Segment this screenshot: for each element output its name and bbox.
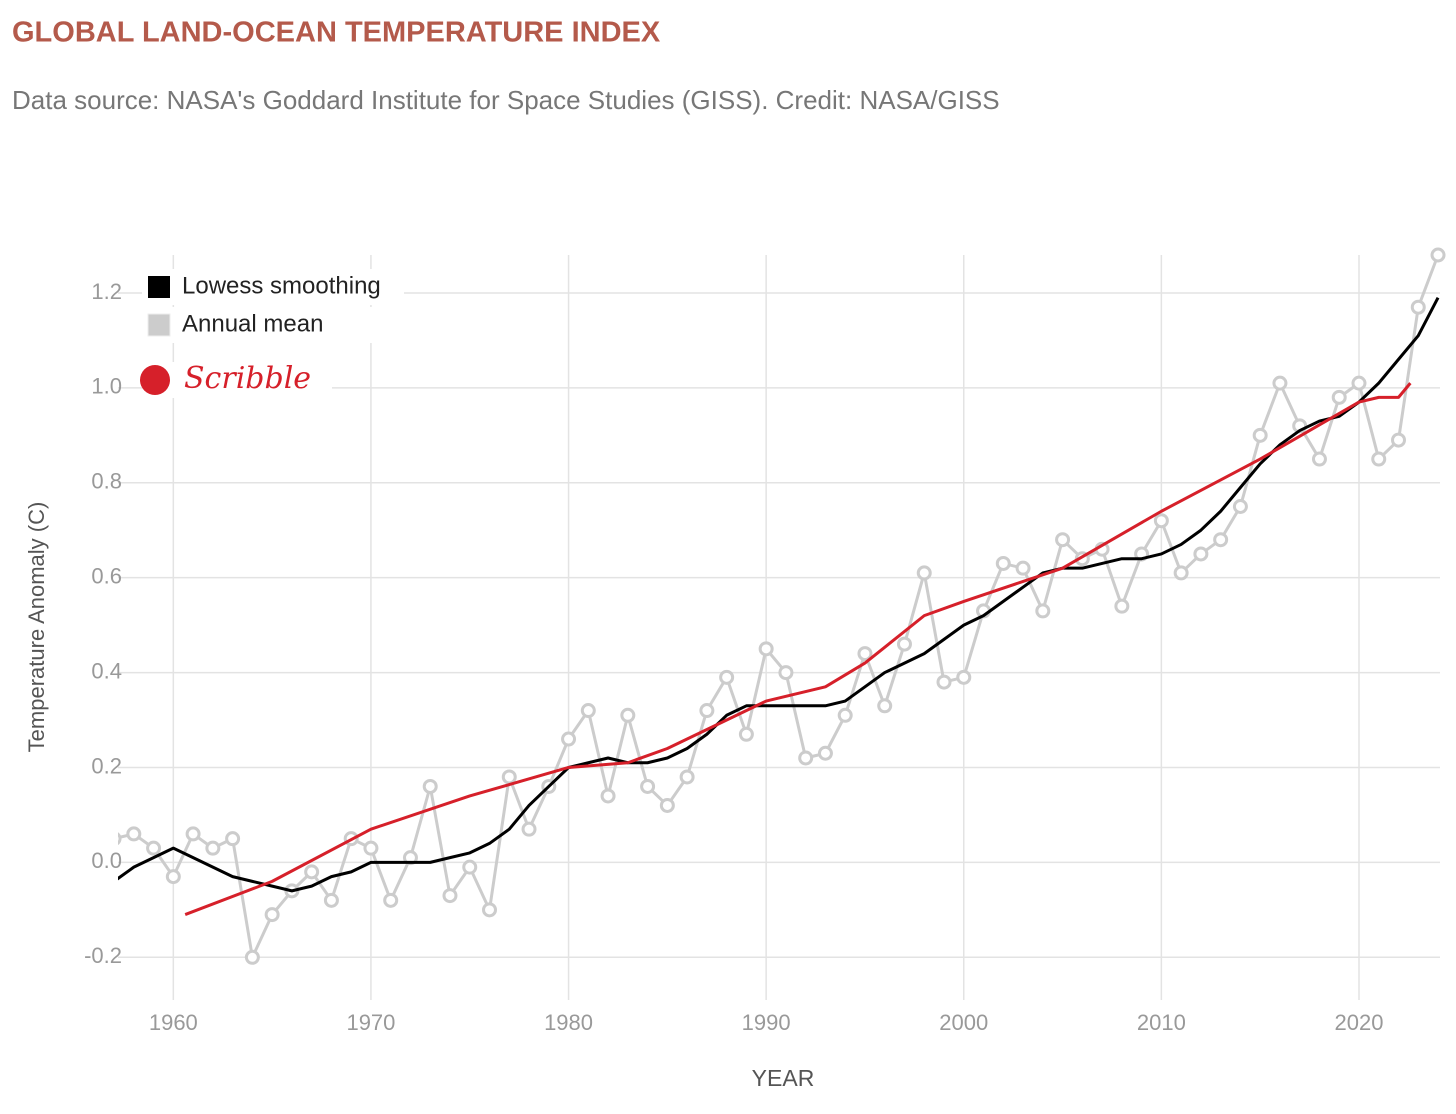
data-point xyxy=(422,778,438,794)
x-tick-label: 1980 xyxy=(544,1010,593,1035)
data-point xyxy=(146,840,162,856)
data-point xyxy=(1153,513,1169,529)
data-point xyxy=(264,907,280,923)
data-point xyxy=(482,902,498,918)
data-point xyxy=(995,555,1011,571)
data-point xyxy=(205,840,221,856)
data-point xyxy=(1430,247,1446,263)
data-point xyxy=(857,646,873,662)
data-point xyxy=(738,726,754,742)
data-point xyxy=(817,745,833,761)
data-point xyxy=(383,892,399,908)
legend-swatch xyxy=(148,276,170,298)
data-point xyxy=(1114,598,1130,614)
data-point xyxy=(580,703,596,719)
legend-swatch xyxy=(140,365,170,395)
x-tick-label: 1960 xyxy=(149,1010,198,1035)
y-tick-label: 0.0 xyxy=(91,848,122,873)
data-point xyxy=(798,750,814,766)
data-point xyxy=(1391,432,1407,448)
y-tick-label: 0.2 xyxy=(91,753,122,778)
y-tick-label: 0.4 xyxy=(91,658,122,683)
data-point xyxy=(126,826,142,842)
data-point xyxy=(1252,427,1268,443)
data-point xyxy=(1311,451,1327,467)
x-axis-label: YEAR xyxy=(752,1065,815,1091)
legend-background xyxy=(142,362,332,398)
data-point xyxy=(225,831,241,847)
series-line xyxy=(118,297,1440,893)
x-tick-label: 2000 xyxy=(939,1010,988,1035)
x-tick-label: 2010 xyxy=(1137,1010,1186,1035)
legend-swatch xyxy=(147,313,171,337)
data-point xyxy=(561,731,577,747)
legend: Lowess smoothing Annual mean Scribble xyxy=(140,269,404,398)
legend-label: Annual mean xyxy=(182,310,323,337)
data-point xyxy=(916,565,932,581)
data-point xyxy=(501,769,517,785)
data-point xyxy=(1213,532,1229,548)
data-point xyxy=(1351,375,1367,391)
data-point xyxy=(620,707,636,723)
data-point xyxy=(1015,560,1031,576)
y-tick-label: 1.0 xyxy=(91,374,122,399)
data-point xyxy=(363,840,379,856)
data-point xyxy=(679,769,695,785)
x-tick-label: 1970 xyxy=(346,1010,395,1035)
data-point xyxy=(699,703,715,719)
data-point xyxy=(896,636,912,652)
data-point xyxy=(1035,603,1051,619)
legend-label: Scribble xyxy=(184,361,311,396)
data-point xyxy=(1371,451,1387,467)
y-tick-label: 0.6 xyxy=(91,563,122,588)
y-tick-label: 1.2 xyxy=(91,279,122,304)
data-point xyxy=(165,869,181,885)
data-point xyxy=(1410,299,1426,315)
data-point xyxy=(1055,532,1071,548)
data-point xyxy=(185,826,201,842)
plot-area xyxy=(118,247,1446,965)
data-point xyxy=(778,665,794,681)
data-point xyxy=(1331,389,1347,405)
data-point xyxy=(1193,546,1209,562)
legend-background xyxy=(142,269,404,305)
data-point xyxy=(758,641,774,657)
data-point xyxy=(521,821,537,837)
data-point xyxy=(1232,498,1248,514)
data-point xyxy=(837,707,853,723)
data-point xyxy=(442,888,458,904)
y-tick-label: -0.2 xyxy=(84,943,122,968)
data-point xyxy=(1272,375,1288,391)
data-point xyxy=(936,674,952,690)
data-point xyxy=(640,778,656,794)
data-point xyxy=(304,864,320,880)
data-point xyxy=(462,859,478,875)
x-tick-label: 1990 xyxy=(742,1010,791,1035)
data-point xyxy=(719,669,735,685)
y-tick-label: 0.8 xyxy=(91,469,122,494)
data-point xyxy=(659,797,675,813)
legend-background xyxy=(142,307,404,343)
y-axis-label: Temperature Anomaly (C) xyxy=(24,502,49,753)
series-line xyxy=(184,382,1412,916)
data-point xyxy=(118,832,122,846)
data-point xyxy=(956,669,972,685)
data-point xyxy=(323,892,339,908)
data-point xyxy=(877,698,893,714)
series-line xyxy=(118,254,1440,959)
data-point xyxy=(1173,565,1189,581)
data-point xyxy=(244,949,260,965)
chart-title: GLOBAL LAND-OCEAN TEMPERATURE INDEX xyxy=(12,17,661,49)
chart-subtitle: Data source: NASA's Goddard Institute fo… xyxy=(12,85,1000,115)
legend-label: Lowess smoothing xyxy=(182,272,381,299)
data-point xyxy=(600,788,616,804)
x-tick-label: 2020 xyxy=(1335,1010,1384,1035)
